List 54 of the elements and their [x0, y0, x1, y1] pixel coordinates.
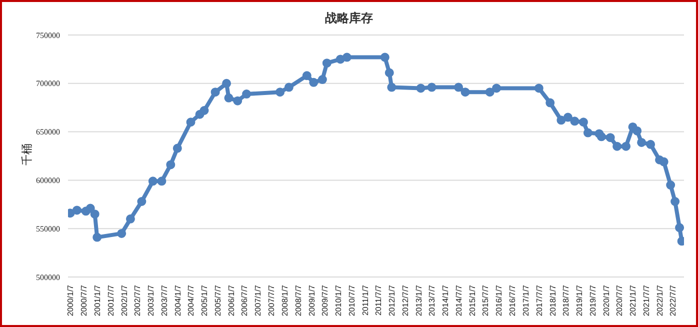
- y-tick-label: 650000: [36, 128, 60, 137]
- x-tick-label: 2021/7/7: [642, 284, 651, 316]
- x-tick-label: 2013/1/7: [414, 284, 424, 316]
- x-tick-label: 2007/1/7: [254, 284, 263, 316]
- y-tick-label: 700000: [36, 79, 60, 88]
- x-tick-label: 2016/7/7: [508, 284, 518, 316]
- x-tick-label: 2016/1/7: [494, 284, 504, 316]
- x-tick-label: 2010/1/7: [334, 284, 344, 316]
- x-tick-label: 2007/7/7: [266, 284, 276, 316]
- x-tick-label: 2011/7/7: [374, 284, 384, 316]
- x-tick-label: 2010/7/7: [347, 284, 356, 316]
- x-tick-label: 2015/7/7: [481, 284, 490, 316]
- x-tick-label: 2020/1/7: [602, 284, 611, 316]
- y-tick-label: 600000: [36, 176, 60, 186]
- x-tick-label: 2012/1/7: [388, 284, 397, 316]
- x-tick-label: 2009/7/7: [320, 284, 330, 316]
- x-tick-label: 2020/7/7: [615, 284, 624, 316]
- x-tick-label: 2021/1/7: [628, 284, 638, 316]
- x-tick-label: 2012/7/7: [400, 284, 410, 316]
- x-tick-label: 2014/1/7: [441, 284, 450, 316]
- x-tick-label: 2018/7/7: [562, 284, 571, 316]
- chart-title: 战略库存: [324, 10, 374, 27]
- x-tick-label: 2006/7/7: [240, 284, 250, 316]
- x-tick-label: 2000/1/7: [66, 284, 76, 316]
- x-tick-label: 2014/7/7: [454, 284, 464, 316]
- x-tick-label: 2018/1/7: [548, 284, 558, 316]
- x-tick-label: 2013/7/7: [428, 284, 437, 316]
- x-tick-label: 2002/1/7: [120, 284, 129, 316]
- x-tick-label: 2000/7/7: [80, 284, 89, 316]
- x-tick-label: 2008/1/7: [280, 284, 290, 316]
- x-tick-label: 2002/7/7: [133, 284, 142, 316]
- y-tick-label: 750000: [36, 30, 60, 40]
- x-tick-label: 2019/7/7: [588, 284, 598, 316]
- x-tick-label: 2008/7/7: [294, 284, 303, 316]
- x-tick-label: 2006/1/7: [226, 284, 236, 316]
- x-tick-label: 2015/1/7: [468, 284, 477, 316]
- x-tick-label: 2004/7/7: [186, 284, 196, 316]
- x-tick-label: 2011/1/7: [360, 284, 370, 316]
- x-tick-label: 2003/7/7: [160, 284, 169, 316]
- x-tick-label: 2005/7/7: [213, 284, 222, 316]
- x-tick-label: 2009/1/7: [307, 284, 316, 316]
- x-tick-label: 2019/1/7: [575, 284, 584, 316]
- x-tick-label: 2003/1/7: [146, 284, 156, 316]
- x-tick-label: 2017/7/7: [534, 284, 544, 316]
- x-tick-label: 2022/7/7: [668, 284, 678, 316]
- x-tick-label: 2005/1/7: [200, 284, 210, 316]
- x-tick-label: 2022/1/7: [655, 284, 664, 316]
- y-tick-label: 500000: [36, 272, 60, 282]
- x-tick-label: 2004/1/7: [173, 284, 182, 316]
- x-tick-label: 2017/1/7: [522, 284, 531, 316]
- y-axis-title: 千桶: [20, 144, 34, 166]
- x-tick-label: 2001/7/7: [106, 284, 116, 316]
- x-tick-label: 2001/1/7: [93, 284, 102, 316]
- y-tick-label: 550000: [36, 224, 60, 234]
